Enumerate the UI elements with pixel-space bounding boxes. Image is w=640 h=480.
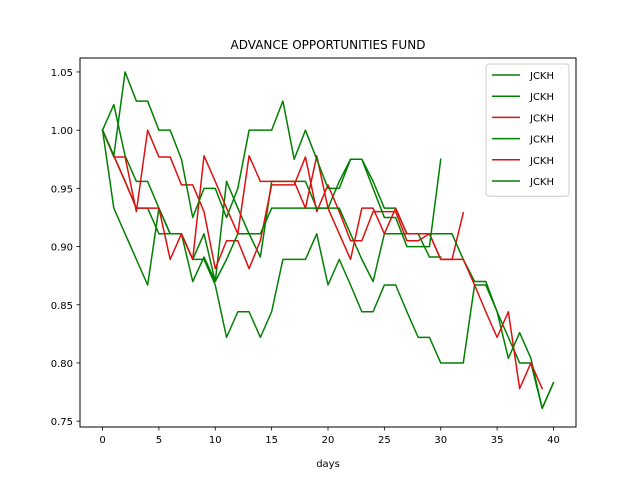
y-tick-label: 0.90 — [51, 243, 73, 254]
series-line-6 — [101, 71, 442, 248]
series-layer — [101, 71, 555, 410]
x-tick-label: 25 — [378, 435, 391, 446]
legend-box — [485, 63, 570, 197]
legend-label-6: JCKH — [529, 177, 554, 188]
legend-label-5: JCKH — [529, 156, 554, 167]
x-tick-label: 0 — [99, 435, 105, 446]
legend-label-1: JCKH — [529, 71, 554, 82]
x-axis-label: days — [316, 459, 340, 470]
x-tick-label: 20 — [322, 435, 335, 446]
y-tick-label: 0.75 — [51, 417, 73, 428]
legend-label-3: JCKH — [529, 113, 554, 124]
series-line-5 — [101, 129, 544, 390]
x-tick-label: 30 — [434, 435, 447, 446]
x-tick-label: 5 — [156, 435, 162, 446]
legend: JCKH JCKH JCKH JCKH JCKH JCKH — [485, 63, 570, 197]
y-tick-label: 1.05 — [51, 68, 73, 79]
y-axis: 0.75 0.80 0.85 0.90 0.95 1.00 1.05 — [51, 68, 80, 428]
chart-title: ADVANCE OPPORTUNITIES FUND — [231, 38, 426, 52]
x-tick-label: 15 — [265, 435, 278, 446]
legend-label-2: JCKH — [529, 92, 554, 103]
y-tick-label: 0.80 — [51, 359, 73, 370]
x-tick-label: 10 — [209, 435, 222, 446]
x-tick-label: 35 — [491, 435, 504, 446]
y-tick-label: 1.00 — [51, 126, 73, 137]
y-tick-label: 0.95 — [51, 184, 73, 195]
x-axis: 0 5 10 15 20 25 30 35 40 — [99, 427, 560, 446]
legend-label-4: JCKH — [529, 135, 554, 146]
x-tick-label: 40 — [547, 435, 560, 446]
y-tick-label: 0.85 — [51, 301, 73, 312]
series-line-3 — [101, 129, 465, 270]
